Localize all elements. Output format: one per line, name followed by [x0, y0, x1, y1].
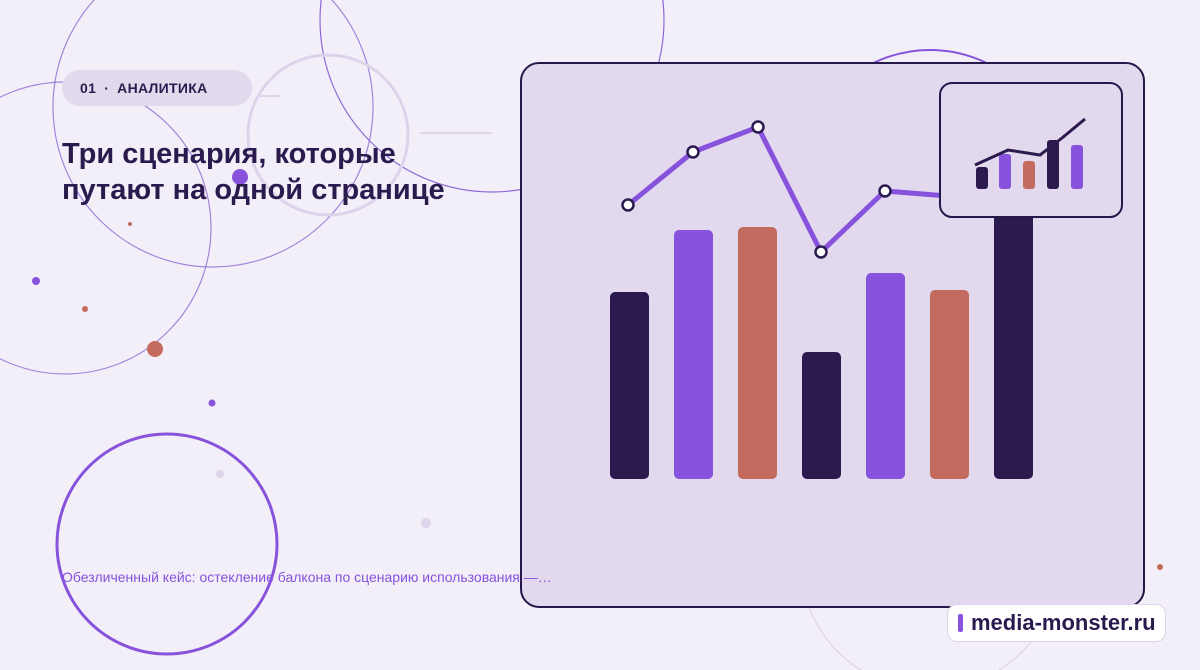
- badge-number: 01: [80, 80, 97, 96]
- brand-mark: [958, 614, 963, 632]
- badge-label: АНАЛИТИКА: [117, 80, 208, 96]
- title: Три сценария, которые путают на одной ст…: [62, 138, 445, 206]
- description: Обезличенный кейс: остекление балкона по…: [62, 569, 552, 585]
- badge-separator: ·: [104, 80, 110, 96]
- brand: media-monster.ru: [947, 604, 1166, 642]
- badge: 01 · АНАЛИТИКА: [62, 70, 252, 106]
- brand-name: media-monster.ru: [971, 610, 1156, 635]
